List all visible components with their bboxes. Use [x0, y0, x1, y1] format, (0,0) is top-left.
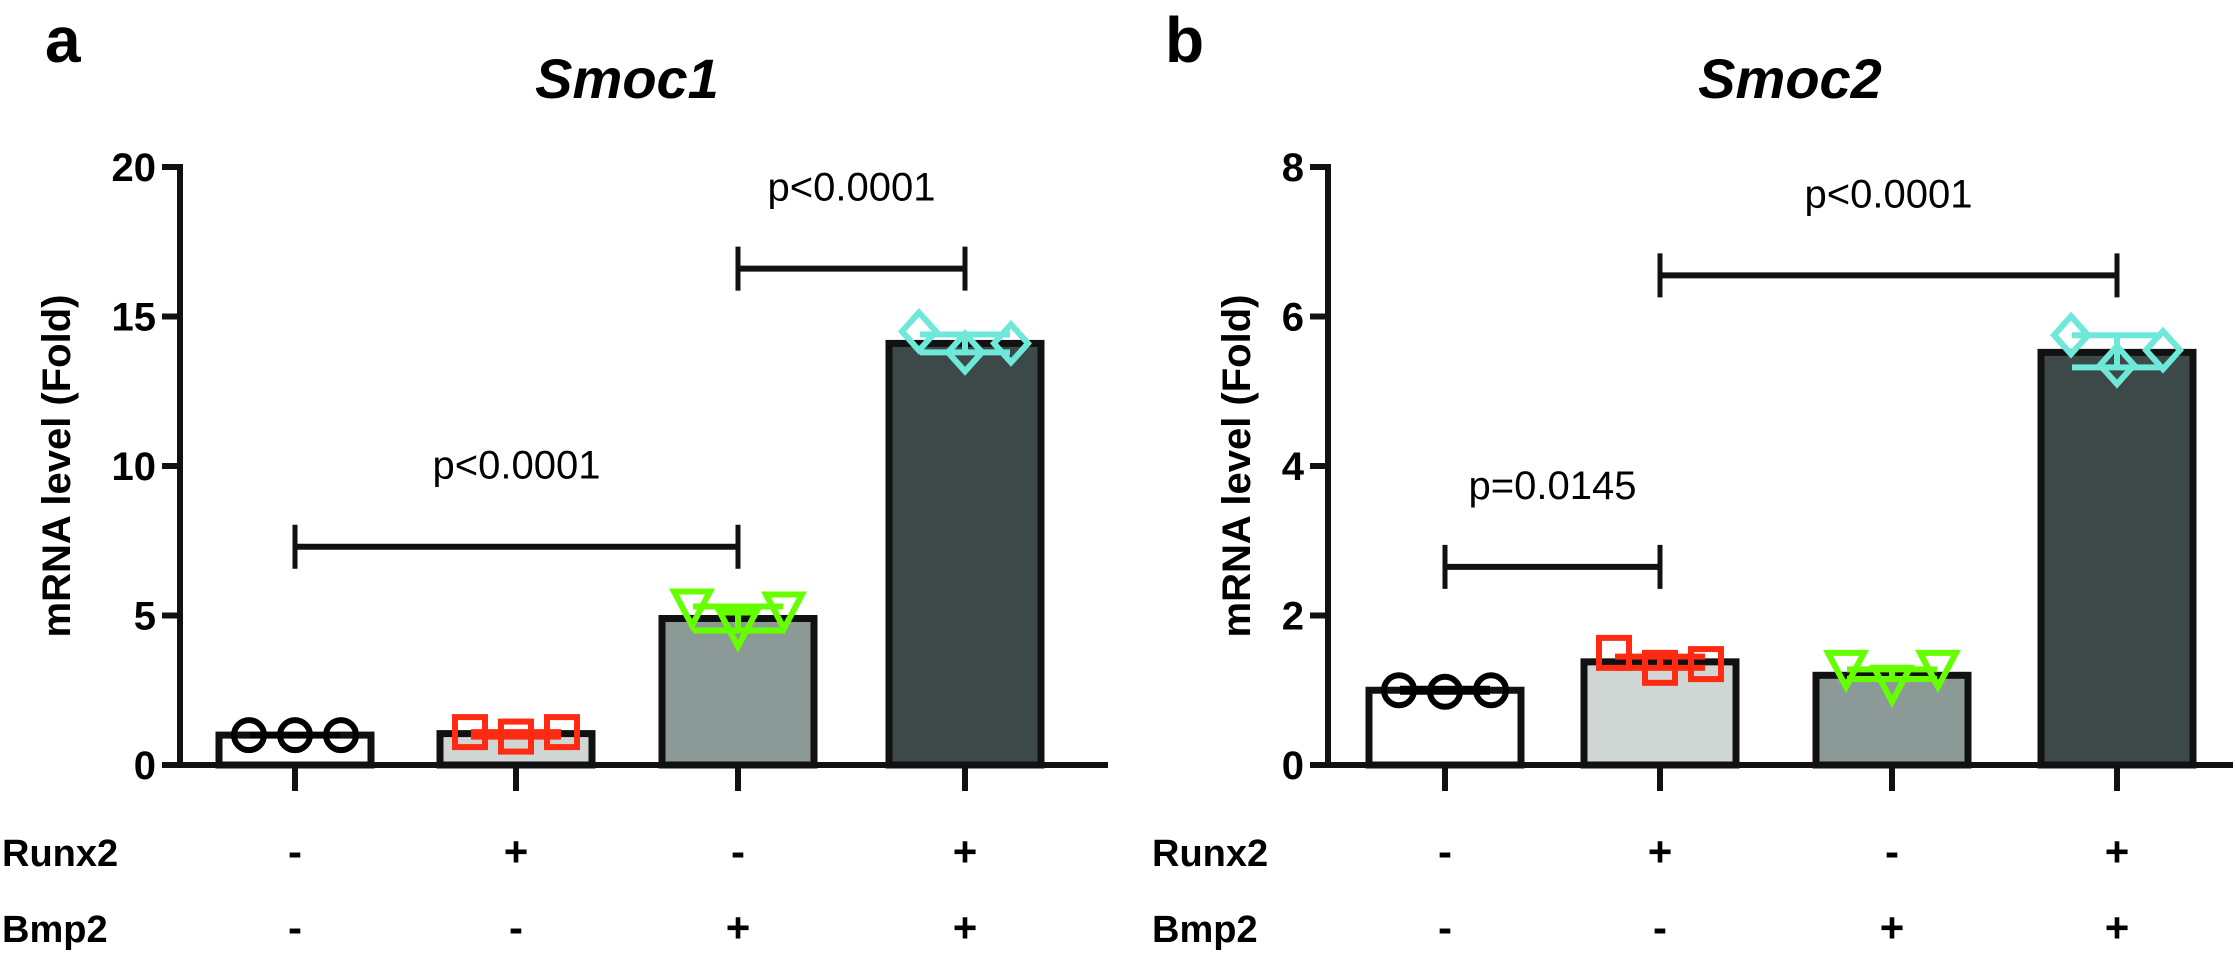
data-point-circle [1381, 672, 1417, 709]
data-point-circle [323, 717, 359, 754]
panel-b: b Smoc2 mRNA level (Fold) 0 2 4 6 8 - - + - - + + + p… [1165, 4, 2233, 951]
data-point-diamond [989, 319, 1033, 367]
data-point-triangle [1915, 649, 1961, 694]
y-tick-label: 15 [112, 296, 157, 340]
data-point-triangle [1823, 649, 1869, 694]
bar [885, 339, 1045, 769]
chart-title: Smoc2 [1698, 47, 1882, 110]
data-point-square [1596, 634, 1632, 671]
bmp2-condition: - [1653, 904, 1667, 951]
panel-letter: a [45, 4, 81, 76]
data-point-square [544, 714, 580, 751]
data-point-circle [1473, 672, 1509, 709]
p-value-label: p<0.0001 [1805, 172, 1973, 216]
data-point-diamond [2141, 326, 2185, 374]
row-label-runx2: Runx2 [1152, 833, 1268, 875]
data-point-diamond [2095, 341, 2139, 389]
y-tick-label: 0 [1282, 744, 1304, 788]
chart-title: Smoc1 [535, 47, 719, 110]
condition-rows: Runx2 Bmp2 Runx2 Bmp2 [2, 833, 1268, 951]
row-label-bmp2: Bmp2 [1152, 909, 1258, 951]
p-value-label: p<0.0001 [433, 444, 601, 488]
data-point-diamond [943, 328, 987, 376]
row-label-bmp2: Bmp2 [2, 909, 108, 951]
runx2-condition: - [1885, 828, 1899, 875]
panel-letter: b [1165, 4, 1204, 76]
data-point-triangle [1869, 664, 1915, 709]
data-point-square [1642, 649, 1678, 686]
runx2-condition: + [1648, 828, 1673, 875]
data-point-square [1688, 646, 1724, 683]
runx2-condition: + [2105, 828, 2130, 875]
data-point-circle [277, 717, 313, 754]
bar [2037, 348, 2197, 769]
bmp2-condition: + [2105, 904, 2130, 951]
data-point-triangle [715, 609, 761, 653]
data-point-circle [1427, 673, 1463, 710]
data-point-triangle [669, 588, 715, 632]
runx2-condition: + [504, 828, 529, 875]
panel-a: a Smoc1 mRNA level (Fold) 0 5 10 15 20 - - + - - +… [35, 4, 1108, 951]
bmp2-condition: + [953, 904, 978, 951]
y-tick-label: 8 [1282, 146, 1304, 190]
y-tick-label: 10 [112, 445, 157, 489]
row-label-runx2: Runx2 [2, 833, 118, 875]
data-point-diamond [897, 307, 941, 355]
y-tick-label: 2 [1282, 595, 1304, 639]
data-point-square [452, 714, 488, 751]
y-tick-label: 5 [134, 595, 156, 639]
p-value-label: p=0.0145 [1469, 464, 1637, 508]
runx2-condition: - [731, 828, 745, 875]
data-point-circle [231, 717, 267, 754]
y-axis-label: mRNA level (Fold) [1215, 295, 1259, 638]
y-axis-label: mRNA level (Fold) [35, 295, 79, 638]
bmp2-condition: + [726, 904, 751, 951]
bar [1812, 671, 1972, 769]
data-point-triangle [761, 591, 807, 635]
y-tick-label: 6 [1282, 296, 1304, 340]
y-tick-label: 0 [134, 744, 156, 788]
runx2-condition: - [288, 828, 302, 875]
runx2-condition: + [953, 828, 978, 875]
data-point-diamond [2049, 311, 2093, 359]
bmp2-condition: - [1438, 904, 1452, 951]
data-point-square [498, 718, 534, 755]
bmp2-condition: - [288, 904, 302, 951]
y-tick-label: 4 [1282, 445, 1305, 489]
y-tick-label: 20 [112, 146, 157, 190]
p-value-label: p<0.0001 [768, 166, 936, 210]
bmp2-condition: - [509, 904, 523, 951]
bmp2-condition: + [1880, 904, 1905, 951]
runx2-condition: - [1438, 828, 1452, 875]
